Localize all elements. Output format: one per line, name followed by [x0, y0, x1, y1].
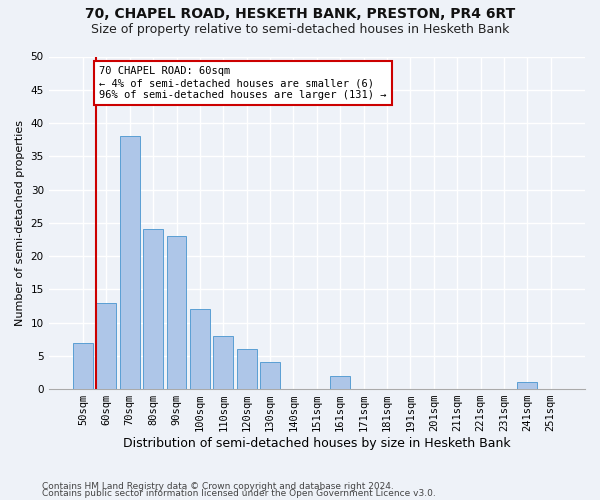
- Bar: [237, 349, 257, 389]
- Bar: [330, 376, 350, 389]
- Y-axis label: Number of semi-detached properties: Number of semi-detached properties: [15, 120, 25, 326]
- Text: Contains public sector information licensed under the Open Government Licence v3: Contains public sector information licen…: [42, 488, 436, 498]
- Bar: [214, 336, 233, 389]
- Text: Size of property relative to semi-detached houses in Hesketh Bank: Size of property relative to semi-detach…: [91, 22, 509, 36]
- Text: Contains HM Land Registry data © Crown copyright and database right 2024.: Contains HM Land Registry data © Crown c…: [42, 482, 394, 491]
- X-axis label: Distribution of semi-detached houses by size in Hesketh Bank: Distribution of semi-detached houses by …: [123, 437, 511, 450]
- Bar: [167, 236, 187, 389]
- Bar: [73, 342, 93, 389]
- Bar: [190, 310, 210, 389]
- Bar: [517, 382, 537, 389]
- Bar: [143, 230, 163, 389]
- Text: 70, CHAPEL ROAD, HESKETH BANK, PRESTON, PR4 6RT: 70, CHAPEL ROAD, HESKETH BANK, PRESTON, …: [85, 8, 515, 22]
- Bar: [120, 136, 140, 389]
- Bar: [97, 302, 116, 389]
- Text: 70 CHAPEL ROAD: 60sqm
← 4% of semi-detached houses are smaller (6)
96% of semi-d: 70 CHAPEL ROAD: 60sqm ← 4% of semi-detac…: [99, 66, 387, 100]
- Bar: [260, 362, 280, 389]
